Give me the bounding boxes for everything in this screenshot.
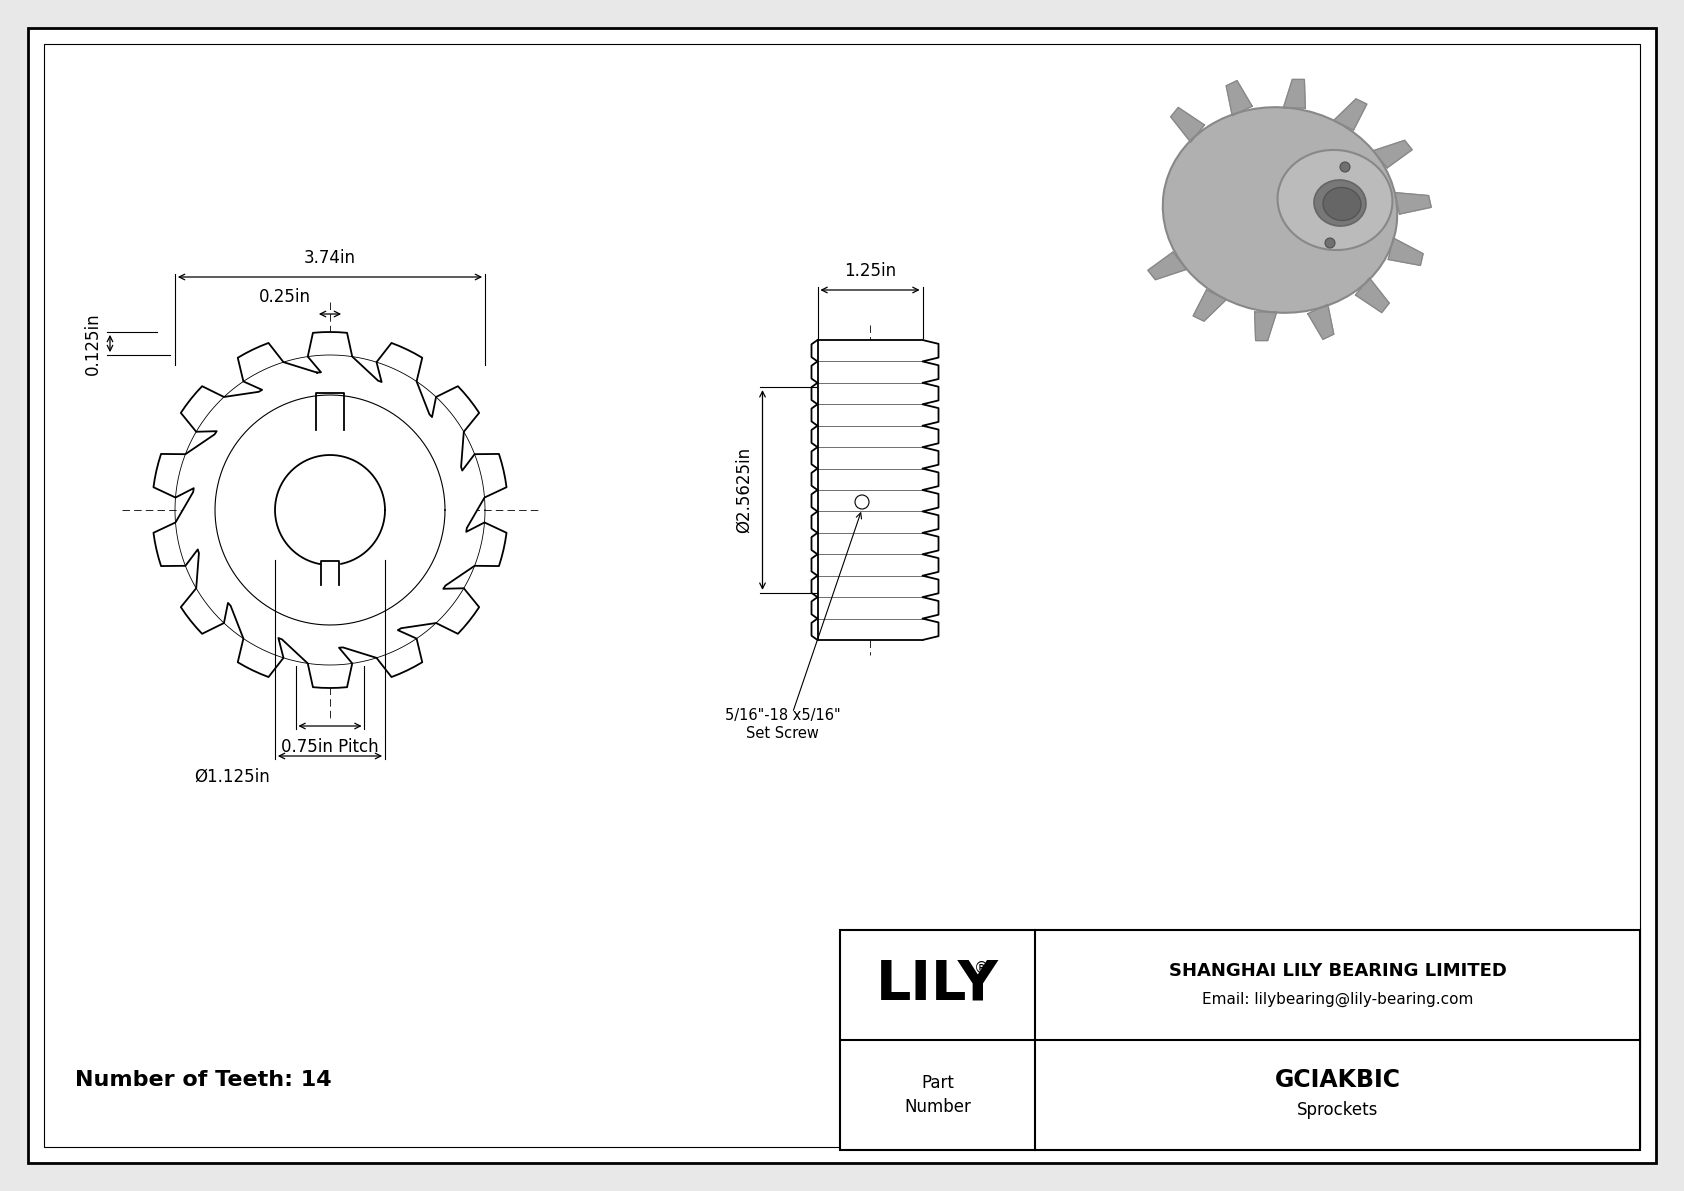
Text: 3.74in: 3.74in: [305, 249, 355, 267]
Ellipse shape: [1162, 107, 1398, 313]
Circle shape: [855, 495, 869, 509]
Text: ®: ®: [973, 960, 989, 975]
Polygon shape: [1308, 304, 1334, 339]
Polygon shape: [1170, 107, 1204, 142]
Ellipse shape: [1278, 150, 1393, 250]
Text: Email: lilybearing@lily-bearing.com: Email: lilybearing@lily-bearing.com: [1202, 991, 1474, 1006]
Text: 0.25in: 0.25in: [259, 288, 312, 306]
Polygon shape: [1148, 252, 1187, 280]
Polygon shape: [153, 332, 507, 688]
Text: 0.125in: 0.125in: [84, 312, 103, 375]
Text: LILY: LILY: [876, 958, 999, 1012]
Ellipse shape: [1314, 180, 1366, 226]
Text: SHANGHAI LILY BEARING LIMITED: SHANGHAI LILY BEARING LIMITED: [1169, 962, 1507, 980]
Polygon shape: [923, 339, 938, 640]
Bar: [840, 930, 1640, 1151]
Text: Set Screw: Set Screw: [746, 727, 818, 741]
Polygon shape: [1283, 80, 1305, 108]
Polygon shape: [1194, 289, 1226, 322]
Text: Ø2.5625in: Ø2.5625in: [734, 447, 753, 534]
Text: Ø1.125in: Ø1.125in: [194, 768, 269, 786]
Text: GCIAKBIC: GCIAKBIC: [1275, 1068, 1401, 1092]
Polygon shape: [1334, 99, 1367, 130]
Text: 5/16"-18 x5/16": 5/16"-18 x5/16": [724, 707, 840, 723]
Polygon shape: [1374, 141, 1413, 168]
Polygon shape: [1255, 312, 1276, 341]
Text: Number of Teeth: 14: Number of Teeth: 14: [76, 1070, 332, 1090]
Polygon shape: [1356, 278, 1389, 312]
Text: 0.75in Pitch: 0.75in Pitch: [281, 738, 379, 756]
Text: 1.25in: 1.25in: [844, 262, 896, 280]
Polygon shape: [1388, 238, 1423, 266]
Text: Part
Number: Part Number: [904, 1073, 972, 1116]
Circle shape: [1325, 238, 1335, 248]
Polygon shape: [1226, 81, 1253, 116]
Circle shape: [1340, 162, 1351, 172]
Bar: [817, 339, 923, 640]
Text: Sprockets: Sprockets: [1297, 1100, 1378, 1120]
Polygon shape: [322, 561, 338, 585]
Polygon shape: [274, 455, 386, 565]
Ellipse shape: [1324, 187, 1361, 220]
Polygon shape: [1394, 193, 1431, 214]
